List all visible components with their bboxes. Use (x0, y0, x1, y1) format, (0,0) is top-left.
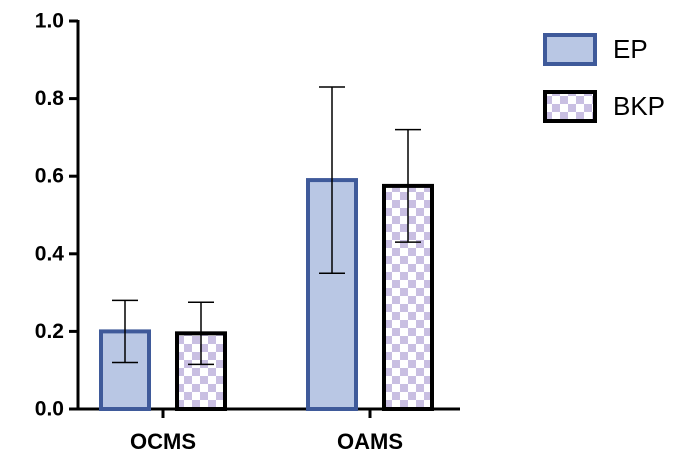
y-tick-label: 1.0 (35, 10, 64, 33)
error-bar (112, 299, 138, 364)
x-tick-label: OAMS (337, 429, 403, 454)
y-tick-label: 0.4 (35, 242, 65, 265)
error-bar (188, 301, 214, 366)
error-bar (395, 128, 421, 243)
legend-label: BKP (613, 91, 665, 121)
legend-swatch (543, 90, 597, 123)
y-tick-label: 0.8 (35, 87, 65, 110)
bar (306, 178, 358, 411)
legend-swatch (543, 33, 597, 66)
legend-label: EP (613, 34, 648, 64)
y-tick-label: 0.6 (35, 165, 64, 188)
x-tick-label: OCMS (130, 429, 196, 454)
error-bar (319, 86, 345, 274)
y-tick-label: 0.2 (35, 320, 64, 343)
y-tick-label: 0.0 (35, 398, 64, 421)
